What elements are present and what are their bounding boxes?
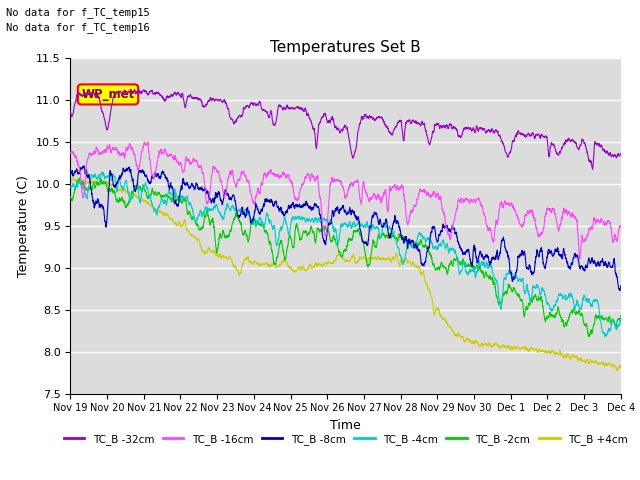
X-axis label: Time: Time: [330, 419, 361, 432]
Text: WP_met: WP_met: [81, 88, 134, 101]
Legend: TC_B -32cm, TC_B -16cm, TC_B -8cm, TC_B -4cm, TC_B -2cm, TC_B +4cm: TC_B -32cm, TC_B -16cm, TC_B -8cm, TC_B …: [60, 430, 632, 449]
Text: No data for f_TC_temp15: No data for f_TC_temp15: [6, 7, 150, 18]
Text: No data for f_TC_temp16: No data for f_TC_temp16: [6, 22, 150, 33]
Y-axis label: Temperature (C): Temperature (C): [17, 175, 31, 276]
Title: Temperatures Set B: Temperatures Set B: [270, 40, 421, 55]
